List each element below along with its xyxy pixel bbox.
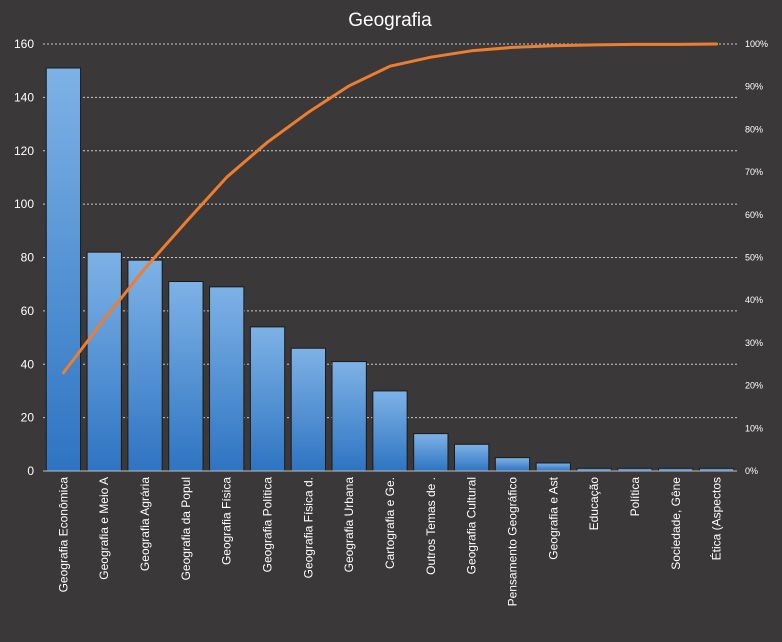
right-tick-label: 60% — [745, 210, 763, 220]
category-label: Educação — [587, 477, 601, 531]
category-label: Sociedade, Gêne — [669, 477, 683, 570]
bar — [209, 286, 245, 472]
bar — [86, 251, 122, 472]
left-tick-label: 20 — [21, 411, 35, 425]
left-tick-label: 0 — [27, 464, 34, 478]
bar — [413, 433, 449, 472]
category-label: Cartografia e Ge. — [383, 477, 397, 569]
right-tick-label: 70% — [745, 167, 763, 177]
right-tick-label: 100% — [745, 39, 768, 49]
category-label: Geografia Física — [220, 477, 234, 565]
bar — [168, 281, 204, 472]
bars — [45, 67, 735, 472]
right-tick-label: 30% — [745, 338, 763, 348]
category-labels: Geografia Econômica Geografia e Meio A Geo… — [56, 476, 723, 606]
bar — [331, 361, 367, 472]
bar — [372, 390, 408, 472]
category-label: Política — [628, 477, 642, 517]
left-tick-label: 140 — [14, 90, 34, 104]
left-tick-label: 60 — [21, 304, 35, 318]
left-axis-ticks: 0 20 40 60 80 100 120 140 160 — [14, 37, 34, 478]
cumulative-percent-line — [61, 42, 719, 375]
category-label: Geografia e Ast — [546, 476, 560, 559]
right-tick-label: 20% — [745, 381, 763, 391]
category-label: Geografia Física d. — [301, 477, 315, 578]
category-label: Geografia Cultural — [465, 477, 479, 574]
right-tick-label: 50% — [745, 253, 763, 263]
category-label: Geografia Agrária — [138, 477, 152, 571]
right-axis-ticks: 0% 10% 20% 30% 40% 50% 60% 70% 80% 90% 100% — [745, 39, 768, 476]
left-tick-label: 40 — [21, 357, 35, 371]
left-tick-label: 100 — [14, 197, 34, 211]
left-tick-label: 80 — [21, 251, 35, 265]
right-tick-label: 80% — [745, 124, 763, 134]
category-label: Outros Temas de . — [424, 477, 438, 575]
chart-title: Geografia — [348, 10, 432, 31]
bar — [45, 67, 82, 472]
right-tick-label: 10% — [745, 423, 763, 433]
category-label: Pensamento Geográfico — [506, 477, 520, 607]
bar — [535, 462, 571, 472]
bar — [290, 347, 326, 472]
category-label: Geografia Política — [261, 477, 275, 573]
bar — [494, 457, 531, 472]
left-tick-label: 120 — [14, 144, 34, 158]
bar — [249, 326, 286, 472]
left-tick-label: 160 — [14, 37, 34, 51]
category-label: Geografia e Meio A — [97, 477, 111, 580]
bar — [454, 443, 490, 472]
bar — [127, 259, 163, 472]
cumulative-line — [61, 42, 719, 375]
right-tick-label: 90% — [745, 82, 763, 92]
right-tick-label: 0% — [745, 466, 758, 476]
category-label: Ética (Aspectos — [709, 477, 724, 560]
category-label: Geografia Urbana — [342, 477, 356, 573]
category-label: Geografia da Popul — [179, 477, 193, 580]
right-tick-label: 40% — [745, 295, 763, 305]
category-label: Geografia Econômica — [56, 477, 70, 593]
